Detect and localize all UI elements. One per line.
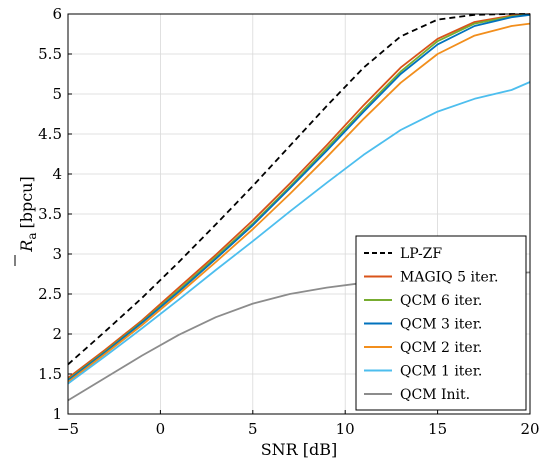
y-tick-label: 6 [52,5,62,23]
x-tick-label: 15 [428,420,447,438]
legend-entry-magiq-5-iter: MAGIQ 5 iter. [364,270,498,286]
y-tick-label: 1.5 [38,365,62,383]
y-axis-label-main: R [17,240,36,253]
x-tick-label: 0 [156,420,166,438]
x-tick-label: −5 [57,420,79,438]
y-tick-label: 3.5 [38,205,62,223]
series-line-magiq-5-iter [67,13,531,379]
legend-label: LP-ZF [400,246,442,262]
legend-entry-qcm-2-iter: QCM 2 iter. [364,340,482,356]
x-tick-label: 5 [248,420,258,438]
legend: LP-ZF MAGIQ 5 iter. QCM 6 iter. QCM 3 iter.… [355,235,527,411]
y-tick-labels: 1 1.5 2 2.5 3 3.5 4 4.5 5 5.5 6 [38,5,62,423]
series-lines [67,13,531,402]
x-axis-label: SNR [dB] [261,440,338,459]
legend-label: QCM 2 iter. [400,340,482,356]
x-tick-label: 20 [520,420,539,438]
series-line-qcm-1-iter [67,81,531,385]
legend-label: QCM Init. [400,387,470,403]
plot-frame [67,13,531,415]
series-line-qcm-2-iter [67,22,531,383]
y-axis-label-sub: a [25,233,39,240]
y-tick-label: 5.5 [38,45,62,63]
y-tick-label: 2.5 [38,285,62,303]
series-line-qcm-3-iter [67,13,531,382]
legend-label: MAGIQ 5 iter. [400,270,498,286]
x-tick-label: 10 [336,420,355,438]
y-tick-label: 4.5 [38,125,62,143]
y-tick-label: 2 [52,325,62,343]
y-tick-label: 5 [52,85,62,103]
legend-label: QCM 1 iter. [400,364,482,380]
y-axis-label-unit: [bpcu] [17,176,36,228]
svg-text:Ra[bpcu]: Ra [bpcu] [17,176,39,252]
legend-label: QCM 6 iter. [400,293,482,309]
legend-entry-qcm-init: QCM Init. [364,387,470,403]
legend-entry-qcm-6-iter: QCM 6 iter. [364,293,482,309]
legend-entries: LP-ZF MAGIQ 5 iter. QCM 6 iter. QCM 3 iter.… [364,246,498,403]
legend-entry-qcm-3-iter: QCM 3 iter. [364,317,482,333]
y-tick-label: 4 [52,165,62,183]
y-tick-label: 1 [52,405,62,423]
legend-label: QCM 3 iter. [400,317,482,333]
y-tick-label: 3 [52,245,62,263]
legend-entry-qcm-1-iter: QCM 1 iter. [364,364,482,380]
x-tick-labels: −5 0 5 10 15 20 [57,420,540,438]
y-axis-label: Ra [bpcu] [14,176,39,266]
legend-entry-lp-zf: LP-ZF [364,246,442,262]
